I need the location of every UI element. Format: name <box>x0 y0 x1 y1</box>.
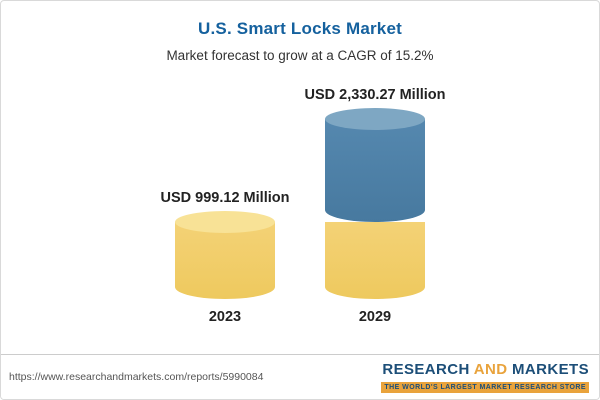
logo-word-markets: MARKETS <box>512 360 589 378</box>
cylinder-2023 <box>175 211 275 299</box>
bar-group-2029: USD 2,330.27 Million 2029 <box>300 87 450 325</box>
chart-title: U.S. Smart Locks Market <box>198 19 402 38</box>
axis-label-2029: 2029 <box>358 309 392 325</box>
chart-area: USD 999.12 Million 2023 USD 2,330.27 Mil… <box>1 73 599 325</box>
segment-2029-base <box>325 222 425 299</box>
cylinder-2029 <box>325 108 425 299</box>
value-label-2029: USD 2,330.27 Million <box>304 87 446 103</box>
chart-subtitle: Market forecast to grow at a CAGR of 15.… <box>166 48 434 63</box>
logo-tagline: THE WORLD'S LARGEST MARKET RESEARCH STOR… <box>381 381 589 393</box>
logo-word-research: RESEARCH <box>382 360 470 378</box>
axis-label-2023: 2023 <box>208 309 242 325</box>
report-url: https://www.researchandmarkets.com/repor… <box>9 371 264 383</box>
segment-2029-growth <box>325 108 425 222</box>
footer: https://www.researchandmarkets.com/repor… <box>1 354 599 399</box>
segment-2023-base <box>175 211 275 299</box>
chart-header: U.S. Smart Locks Market Market forecast … <box>1 1 599 63</box>
bar-group-2023: USD 999.12 Million 2023 <box>150 190 300 325</box>
logo-word-and: AND <box>473 360 508 378</box>
cylinder-top-ellipse-2029 <box>325 108 425 130</box>
value-label-2023: USD 999.12 Million <box>160 190 290 206</box>
logo-wordmark: RESEARCH AND MARKETS <box>381 362 589 377</box>
research-and-markets-logo: RESEARCH AND MARKETS THE WORLD'S LARGEST… <box>381 362 589 393</box>
cylinder-top-ellipse-2023 <box>175 211 275 233</box>
